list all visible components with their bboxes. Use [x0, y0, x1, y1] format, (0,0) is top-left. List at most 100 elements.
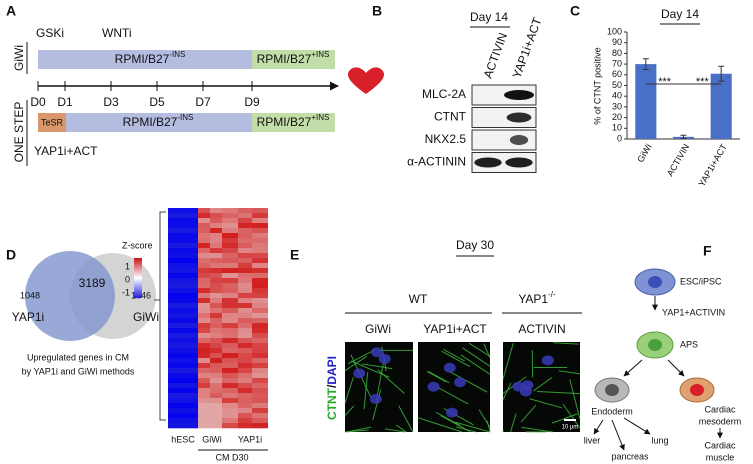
heatmap-cell — [252, 378, 268, 384]
fiber — [347, 349, 376, 365]
heatmap-cell — [168, 328, 198, 334]
medium-text: RPMI/B27 — [257, 115, 312, 129]
heatmap-cell — [252, 338, 268, 344]
fiber — [418, 417, 463, 433]
panel-label: B — [372, 3, 382, 19]
band — [474, 157, 502, 168]
heatmap-cell — [222, 323, 238, 329]
heatmap-cell — [222, 223, 238, 229]
error-bar — [642, 58, 649, 70]
heatmap-cell — [238, 208, 252, 214]
heatmap-cell — [198, 268, 210, 274]
y-axis-label: % of CTNT positive — [592, 47, 602, 124]
heatmap-cell — [210, 413, 222, 419]
heatmap-cell — [168, 368, 198, 374]
heatmap-cell — [168, 263, 198, 269]
heatmap-cell — [238, 308, 252, 314]
heatmap-cell — [198, 273, 210, 279]
heatmap-cell — [168, 343, 198, 349]
heatmap-cell — [198, 353, 210, 359]
arrow — [623, 417, 651, 435]
heatmap-cell — [222, 313, 238, 319]
heatmap-cell — [252, 368, 268, 374]
row-label: CTNT — [434, 110, 467, 124]
heatmap-cell — [168, 318, 198, 324]
heatmap-cell — [198, 318, 210, 324]
heatmap-cell — [238, 323, 252, 329]
heatmap-cell — [222, 273, 238, 279]
fiber — [478, 409, 491, 428]
heatmap-cell — [168, 273, 198, 279]
heatmap-cell — [238, 268, 252, 274]
heatmap-cell — [198, 253, 210, 259]
heatmap-cell — [198, 403, 210, 409]
treatment: YAP1+ACTIVIN — [662, 307, 725, 317]
heatmap-cell — [238, 418, 252, 424]
heatmap-cell — [222, 243, 238, 249]
nucleus — [378, 353, 391, 364]
medium-bar — [252, 113, 335, 132]
heatmap-cell — [168, 213, 198, 219]
heatmap-cell — [238, 288, 252, 294]
heatmap-cell — [252, 283, 268, 289]
heatmap — [154, 208, 268, 429]
y-tick-label: 10 — [612, 123, 622, 133]
heatmap-cell — [222, 218, 238, 224]
heatmap-cell — [252, 258, 268, 264]
heatmap-cell — [238, 373, 252, 379]
fiber — [537, 390, 581, 395]
heatmap-cell — [210, 258, 222, 264]
bar — [710, 73, 732, 139]
heatmap-cell — [168, 288, 198, 294]
heatmap-cell — [238, 413, 252, 419]
fiber — [520, 404, 537, 423]
heatmap-cell — [252, 223, 268, 229]
stain: DAPI — [325, 356, 339, 385]
heatmap-cell — [252, 353, 268, 359]
heatmap-cell — [210, 288, 222, 294]
fiber — [344, 355, 368, 372]
western-blot: MLC-2A CTNT NKX2.5 α-ACTININ — [407, 84, 537, 173]
band — [509, 135, 529, 145]
heatmap-cell — [198, 363, 210, 369]
heatmap-cell — [168, 278, 198, 284]
legend-title: Z-score — [122, 240, 153, 250]
heatmap-cell — [198, 373, 210, 379]
band — [505, 157, 533, 168]
panel-label: C — [570, 3, 580, 19]
fiber — [569, 379, 581, 420]
heatmap-cell — [198, 288, 210, 294]
heatmap-cell — [198, 333, 210, 339]
heatmap-cell — [238, 273, 252, 279]
cell-label: Endoderm — [591, 406, 633, 416]
row-label: α-ACTININ — [407, 155, 466, 169]
fiber — [441, 350, 471, 368]
heatmap-cell — [168, 223, 198, 229]
heatmap-cell — [222, 403, 238, 409]
heatmap-cell — [252, 303, 268, 309]
nucleus — [541, 355, 554, 366]
heatmap-cell — [238, 278, 252, 284]
heatmap-cell — [210, 368, 222, 374]
day-label: D7 — [195, 95, 211, 109]
heatmap-cell — [210, 238, 222, 244]
heatmap-cell — [210, 248, 222, 254]
heatmap-cell — [168, 283, 198, 289]
heatmap-cell — [252, 298, 268, 304]
heatmap-cell — [210, 308, 222, 314]
chart-title: Day 14 — [661, 7, 699, 21]
heatmap-cell — [198, 208, 210, 214]
heatmap-cell — [198, 388, 210, 394]
nucleus — [648, 276, 662, 288]
fiber — [435, 411, 461, 427]
day-label: D3 — [103, 95, 119, 109]
heatmap-cell — [252, 418, 268, 424]
heatmap-cell — [252, 423, 268, 429]
heatmap-cell — [168, 238, 198, 244]
significance: *** — [658, 76, 672, 88]
fiber — [444, 368, 488, 393]
y-tick-label: 80 — [612, 48, 622, 58]
heatmap-cell — [168, 268, 198, 274]
heatmap-cell — [198, 408, 210, 414]
legend-tick: -1 — [122, 287, 130, 297]
